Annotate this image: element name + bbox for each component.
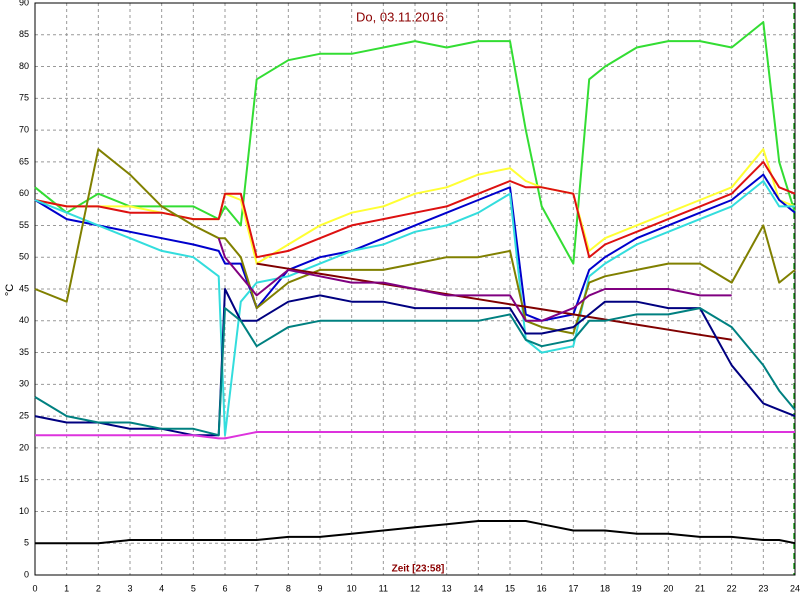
y-tick-label: 75 — [19, 93, 29, 103]
y-tick-label: 35 — [19, 347, 29, 357]
x-tick-label: 4 — [159, 583, 164, 593]
x-tick-label: 8 — [286, 583, 291, 593]
y-tick-label: 0 — [24, 569, 29, 579]
series-line — [34, 148, 796, 335]
y-tick-label: 60 — [19, 188, 29, 198]
series-line — [35, 431, 795, 440]
x-tick-label: 20 — [663, 583, 673, 593]
y-tick-label: 50 — [19, 252, 29, 262]
series-line — [256, 262, 732, 341]
y-tick-label: 45 — [19, 283, 29, 293]
x-tick-label: 7 — [254, 583, 259, 593]
x-tick-label: 1 — [64, 583, 69, 593]
series-line — [34, 307, 796, 437]
y-tick-label: 70 — [19, 124, 29, 134]
y-tick-label: 20 — [19, 442, 29, 452]
series-line — [35, 520, 796, 545]
x-tick-label: 21 — [695, 583, 705, 593]
y-tick-label: 80 — [19, 61, 29, 71]
x-tick-label: 24 — [790, 583, 800, 593]
x-tick-label: 12 — [410, 583, 420, 593]
x-tick-label: 6 — [222, 583, 227, 593]
x-tick-label: 19 — [632, 583, 642, 593]
y-axis-label: °C — [4, 284, 16, 296]
series-line — [34, 180, 795, 437]
y-tick-label: 65 — [19, 156, 29, 166]
x-tick-label: 13 — [442, 583, 452, 593]
x-tick-label: 18 — [600, 583, 610, 593]
x-tick-label: 2 — [96, 583, 101, 593]
x-tick-label: 17 — [568, 583, 578, 593]
y-tick-label: 55 — [19, 220, 29, 230]
y-tick-label: 40 — [19, 315, 29, 325]
series-line — [34, 288, 796, 437]
x-tick-label: 10 — [347, 583, 357, 593]
y-tick-label: 30 — [19, 379, 29, 389]
x-tick-label: 15 — [505, 583, 515, 593]
x-tick-label: 23 — [758, 583, 768, 593]
series-line — [34, 173, 796, 322]
series-line — [34, 21, 796, 265]
chart-title: Do, 03.11.2016 — [356, 9, 444, 24]
y-tick-label: 25 — [19, 410, 29, 420]
x-tick-label: 9 — [317, 583, 322, 593]
x-tick-label: 14 — [473, 583, 483, 593]
x-tick-label: 16 — [537, 583, 547, 593]
y-tick-label: 10 — [19, 506, 29, 516]
y-tick-label: 15 — [19, 474, 29, 484]
x-tick-label: 22 — [727, 583, 737, 593]
series-line — [34, 160, 796, 259]
x-tick-label: 3 — [127, 583, 132, 593]
x-axis-label: Zeit [23:58] — [392, 564, 445, 575]
y-tick-label: 90 — [19, 0, 29, 7]
y-tick-label: 5 — [24, 538, 29, 548]
y-tick-label: 85 — [19, 29, 29, 39]
x-tick-label: 5 — [191, 583, 196, 593]
series-line — [217, 237, 732, 322]
x-tick-label: 0 — [32, 583, 37, 593]
x-tick-label: 11 — [379, 583, 388, 593]
